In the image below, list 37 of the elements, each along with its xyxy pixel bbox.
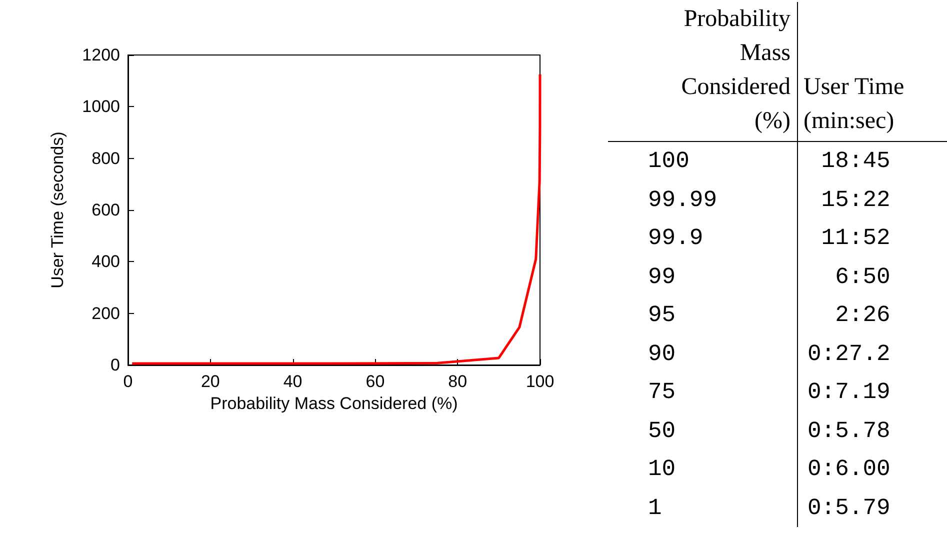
y-tick-label: 800	[92, 148, 120, 168]
x-tick-label: 100	[526, 372, 554, 391]
text: 1	[608, 488, 797, 527]
text: 18:45	[820, 147, 892, 176]
text: 99.99	[608, 180, 797, 219]
text: 11:52	[820, 224, 892, 254]
text: 50	[608, 412, 797, 450]
y-tick-label: 600	[92, 200, 120, 220]
text: 0:7.19	[806, 378, 892, 408]
text: 6:50	[834, 262, 892, 292]
y-axis-title: User Time (seconds)	[48, 132, 67, 288]
x-tick-label: 0	[123, 372, 133, 391]
text: 95	[608, 296, 797, 334]
text: 100	[608, 142, 797, 180]
text: User Time (min:sec)	[797, 2, 947, 142]
text: 90	[608, 334, 797, 373]
text: 75	[608, 373, 797, 412]
x-axis-title: Probability Mass Considered (%)	[210, 394, 458, 413]
text: 0:5.79	[806, 494, 892, 523]
y-tick-label: 0	[110, 356, 120, 374]
text: 0:5.78	[806, 416, 892, 446]
x-tick-label: 60	[366, 372, 385, 391]
y-tick-label: 1200	[82, 46, 120, 64]
text: 99.9	[608, 219, 797, 258]
y-tick-label: 200	[92, 304, 120, 323]
x-tick-label: 80	[448, 372, 468, 391]
y-tick-label: 400	[92, 252, 120, 272]
x-tick-label: 20	[200, 372, 220, 391]
text: 2:26	[834, 301, 892, 330]
text: 0:6.00	[806, 455, 892, 484]
x-tick-label: 40	[283, 372, 302, 391]
y-tick-label: 1000	[82, 97, 120, 116]
text: 15:22	[820, 186, 892, 215]
text: Probability Mass Considered (%)	[680, 5, 790, 136]
text: 10	[608, 450, 797, 488]
text: 99	[608, 258, 797, 296]
text: 0:27.2	[806, 340, 892, 369]
